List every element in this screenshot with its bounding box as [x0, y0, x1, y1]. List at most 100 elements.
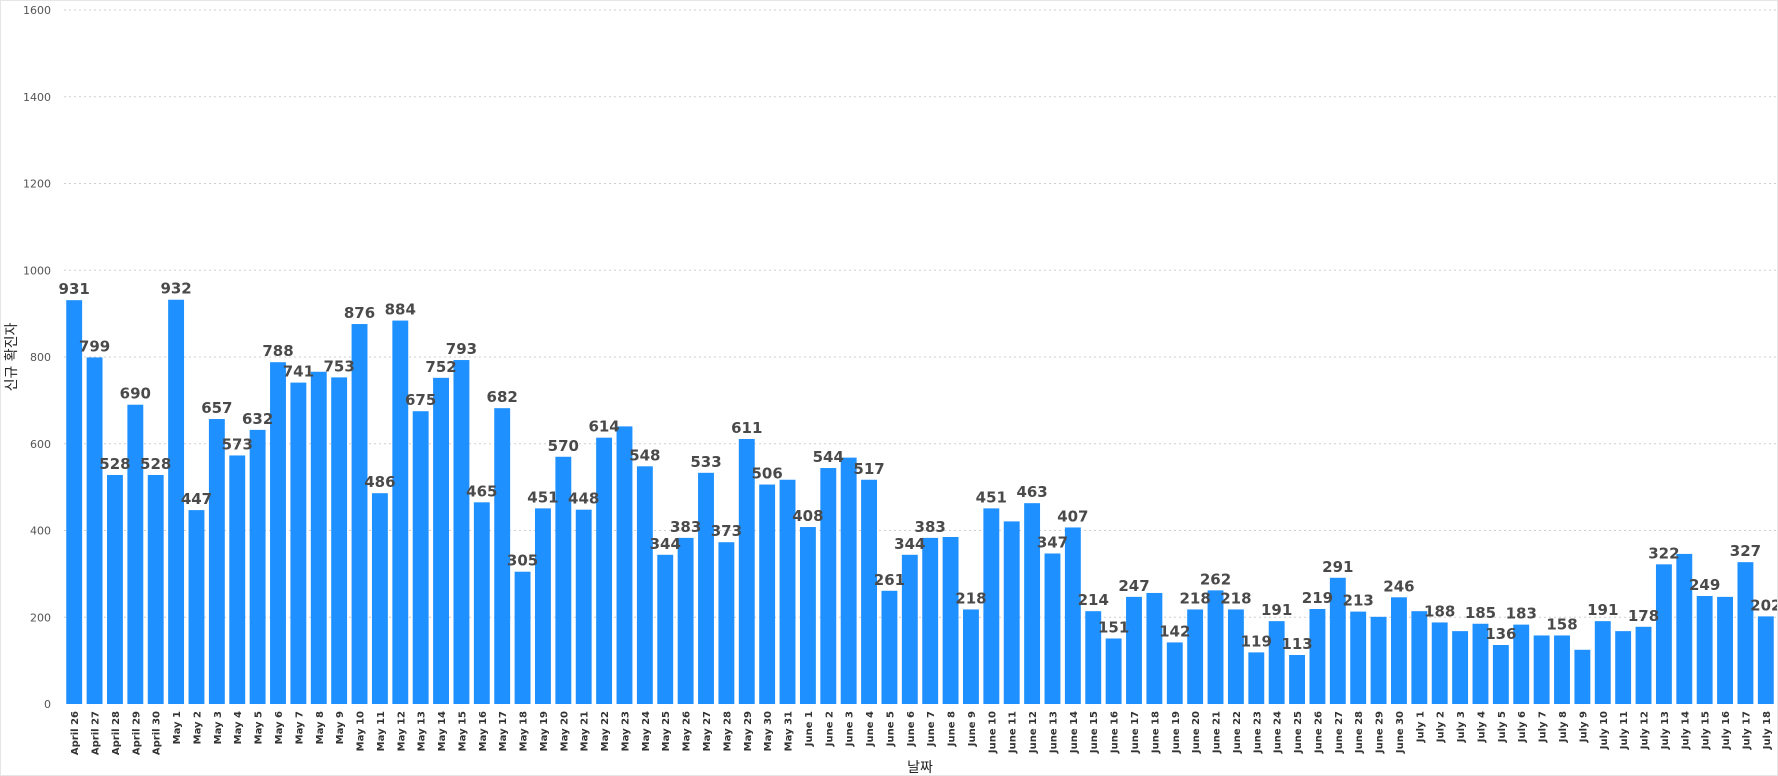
bar	[1472, 623, 1489, 704]
data-label: 142	[1159, 622, 1190, 640]
bar	[779, 479, 796, 704]
x-tick-label: June 5	[885, 711, 896, 747]
x-tick-label: June 30	[1395, 711, 1406, 754]
bar	[799, 527, 816, 704]
data-label: 214	[1078, 591, 1109, 609]
bar	[66, 300, 83, 704]
x-tick-label: June 12	[1028, 711, 1039, 754]
x-tick-label: May 19	[539, 711, 550, 751]
bar	[1064, 527, 1081, 704]
data-label: 793	[446, 340, 477, 358]
x-tick-label: April 30	[152, 711, 163, 755]
x-tick-label: June 4	[865, 711, 876, 747]
x-tick-label: May 7	[294, 711, 305, 744]
data-label: 246	[1383, 577, 1414, 595]
data-label: 322	[1648, 544, 1679, 562]
bar	[1757, 616, 1774, 704]
data-label: 611	[731, 419, 762, 437]
data-label: 383	[915, 518, 946, 536]
bar	[1329, 577, 1346, 704]
bar	[820, 468, 837, 704]
data-label: 383	[670, 518, 701, 536]
data-label: 548	[629, 446, 660, 464]
x-tick-label: May 21	[580, 711, 591, 751]
bar	[412, 411, 429, 704]
y-tick-label: 200	[30, 611, 51, 624]
data-label: 191	[1587, 601, 1618, 619]
data-label: 788	[262, 342, 293, 360]
bar	[963, 609, 979, 704]
data-labels: 931 799 528 690 528 932 447 657 573 632 788 741 753 8…	[59, 280, 1777, 653]
x-tick-label: June 20	[1191, 711, 1202, 754]
x-tick-label: May 10	[356, 711, 367, 751]
y-tick-label: 1600	[23, 4, 51, 17]
bar	[270, 362, 286, 704]
bar	[290, 382, 307, 704]
x-tick-label: June 22	[1232, 711, 1243, 754]
x-tick-label: May 20	[559, 711, 570, 751]
bar	[453, 360, 470, 704]
data-label: 448	[568, 490, 599, 508]
bar	[922, 537, 939, 704]
bar	[1492, 645, 1509, 704]
data-label: 373	[711, 522, 742, 540]
data-label: 178	[1628, 607, 1659, 625]
data-label: 213	[1343, 592, 1374, 610]
bar	[107, 474, 123, 704]
bar	[1309, 609, 1326, 704]
bar	[861, 479, 877, 704]
bar	[1431, 622, 1448, 704]
data-label: 344	[894, 535, 925, 553]
x-tick-label: June 6	[906, 711, 917, 747]
x-tick-label: June 17	[1130, 711, 1141, 754]
bar	[310, 371, 327, 704]
x-tick-label: May 9	[335, 711, 346, 744]
x-tick-label: April 27	[91, 711, 102, 755]
bar	[1513, 624, 1530, 704]
x-tick-label: June 10	[987, 711, 998, 754]
x-tick-label: July 3	[1456, 711, 1467, 743]
x-tick-label: June 2	[824, 711, 835, 747]
data-label: 682	[487, 388, 518, 406]
bar	[127, 404, 144, 704]
bar	[188, 510, 205, 704]
bar	[1166, 642, 1183, 704]
bar	[759, 484, 776, 704]
bar	[1146, 592, 1163, 704]
x-tick-label: July 8	[1558, 711, 1569, 743]
x-tick-label: July 12	[1640, 711, 1651, 750]
data-label: 632	[242, 410, 273, 428]
data-label: 690	[120, 385, 151, 403]
x-tick-label: May 11	[376, 711, 387, 751]
x-tick-label: July 4	[1476, 711, 1487, 743]
data-label: 451	[527, 488, 558, 506]
x-tick-label: May 18	[519, 711, 530, 751]
y-axis-title: 신규 확진자	[4, 322, 20, 391]
data-label: 451	[976, 488, 1007, 506]
bar	[616, 426, 633, 704]
bar	[575, 509, 592, 704]
bar	[494, 408, 511, 704]
x-tick-label: May 29	[743, 711, 754, 751]
bar	[1268, 621, 1285, 704]
x-tick-label: July 15	[1701, 711, 1712, 750]
x-tick-label: May 16	[478, 711, 489, 751]
bar	[881, 590, 898, 704]
x-tick-label: May 1	[172, 711, 183, 744]
data-label: 657	[201, 399, 232, 417]
x-tick-label: July 2	[1436, 711, 1447, 743]
bar	[351, 324, 368, 704]
data-label: 183	[1506, 605, 1537, 623]
x-tick-label: April 28	[111, 711, 122, 755]
bar	[1003, 521, 1020, 704]
x-tick-label: May 12	[396, 711, 407, 751]
x-tick-label: June 7	[926, 711, 937, 747]
bar	[555, 456, 572, 704]
data-label: 305	[507, 552, 538, 570]
bar	[514, 571, 531, 704]
data-label: 291	[1322, 558, 1353, 576]
bar	[1737, 562, 1754, 704]
data-label: 752	[425, 358, 456, 376]
x-tick-label: May 17	[498, 711, 509, 751]
